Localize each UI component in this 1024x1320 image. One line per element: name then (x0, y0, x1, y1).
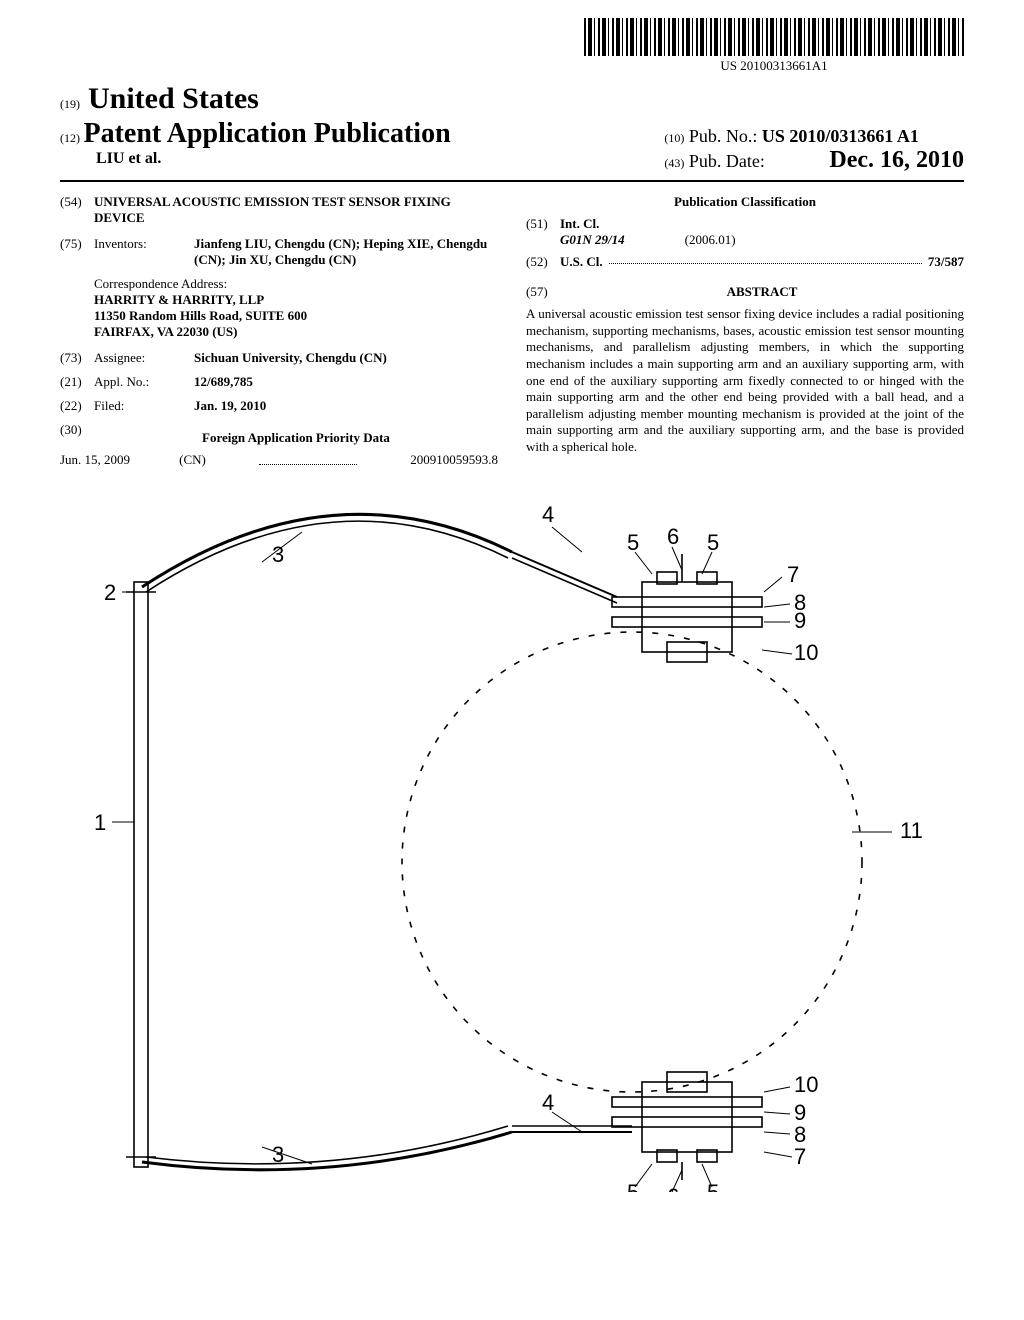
corr-line1: HARRITY & HARRITY, LLP (94, 292, 498, 308)
assignee: Sichuan University, Chengdu (CN) (194, 350, 498, 366)
country-code: (19) (60, 97, 80, 112)
assignee-code: (73) (60, 350, 94, 366)
left-column: (54) UNIVERSAL ACOUSTIC EMISSION TEST SE… (60, 194, 498, 468)
pub-no: US 2010/0313661 A1 (762, 126, 919, 146)
fig-label-10-top: 10 (794, 640, 818, 665)
pub-date-label: Pub. Date: (689, 151, 765, 171)
foreign-country: (CN) (179, 452, 206, 468)
pub-date-code: (43) (664, 156, 684, 170)
fig-label-9-top: 9 (794, 608, 806, 633)
barcode-block: US 20100313661A1 (584, 18, 964, 74)
fig-label-10-bot: 10 (794, 1072, 818, 1097)
divider (60, 180, 964, 182)
dots-icon (609, 254, 922, 264)
abstract-code: (57) (526, 284, 560, 300)
corr-line3: FAIRFAX, VA 22030 (US) (94, 324, 498, 340)
invention-title: UNIVERSAL ACOUSTIC EMISSION TEST SENSOR … (94, 194, 498, 226)
patent-figure: 1 2 3 3 4 4 5 5 6 7 8 9 10 11 5 5 6 7 8 … (72, 492, 952, 1192)
fig-label-1: 1 (94, 810, 106, 835)
intcl-code: (51) (526, 216, 560, 248)
fig-label-4-top: 4 (542, 502, 554, 527)
dots-icon (259, 452, 357, 465)
inventors-label: Inventors: (94, 236, 194, 268)
pub-no-code: (10) (664, 131, 684, 145)
foreign-title: Foreign Application Priority Data (94, 430, 498, 446)
fig-label-7-bot: 7 (794, 1144, 806, 1169)
abstract-text: A universal acoustic emission test senso… (526, 306, 964, 456)
fig-label-7-top: 7 (787, 562, 799, 587)
authors-line: LIU et al. (96, 150, 451, 168)
foreign-code: (30) (60, 422, 94, 452)
appl-no: 12/689,785 (194, 374, 498, 390)
intcl-label: Int. Cl. (560, 216, 964, 232)
filed-code: (22) (60, 398, 94, 414)
fig-label-3-bottom: 3 (272, 1142, 284, 1167)
header: (19) United States (12) Patent Applicati… (60, 82, 964, 174)
pub-no-label: Pub. No.: (689, 126, 758, 146)
right-column: Publication Classification (51) Int. Cl.… (526, 194, 964, 468)
barcode-text: US 20100313661A1 (584, 58, 964, 74)
fig-label-5a-bot: 5 (627, 1180, 639, 1192)
country: United States (88, 82, 259, 116)
assignee-label: Assignee: (94, 350, 194, 366)
pub-type-code: (12) (60, 131, 80, 145)
assignee-text: Sichuan University, Chengdu (CN) (194, 350, 387, 365)
filed-label: Filed: (94, 398, 194, 414)
fig-label-2: 2 (104, 580, 116, 605)
fig-label-3-top: 3 (272, 542, 284, 567)
classification-title: Publication Classification (526, 194, 964, 210)
fig-label-4-bottom: 4 (542, 1090, 554, 1115)
inventors-code: (75) (60, 236, 94, 268)
fig-label-5a-top: 5 (627, 530, 639, 555)
fig-label-9-bot: 9 (794, 1100, 806, 1125)
figure-area: 1 2 3 3 4 4 5 5 6 7 8 9 10 11 5 5 6 7 8 … (60, 492, 964, 1192)
inventors-text: Jianfeng LIU, Chengdu (CN); Heping XIE, … (194, 236, 487, 267)
uscl-val: 73/587 (928, 254, 964, 270)
corr-line2: 11350 Random Hills Road, SUITE 600 (94, 308, 498, 324)
title-code: (54) (60, 194, 94, 226)
bibliographic-columns: (54) UNIVERSAL ACOUSTIC EMISSION TEST SE… (60, 194, 964, 468)
uscl-label: U.S. Cl. (560, 254, 603, 270)
inventors: Jianfeng LIU, Chengdu (CN); Heping XIE, … (194, 236, 498, 268)
corr-label: Correspondence Address: (94, 276, 498, 292)
fig-label-8-bot: 8 (794, 1122, 806, 1147)
uscl-code: (52) (526, 254, 560, 270)
fig-label-11: 11 (900, 818, 923, 843)
fig-label-5b-top: 5 (707, 530, 719, 555)
fig-label-5b-bot: 5 (707, 1180, 719, 1192)
abstract-title: ABSTRACT (560, 284, 964, 300)
fig-label-6-bot: 6 (667, 1184, 679, 1192)
foreign-date: Jun. 15, 2009 (60, 452, 130, 468)
intcl-class: G01N 29/14 (560, 232, 625, 248)
filed-date: Jan. 19, 2010 (194, 398, 498, 414)
barcode-icon (584, 18, 964, 56)
intcl-year: (2006.01) (685, 232, 736, 248)
pub-date: Dec. 16, 2010 (829, 147, 964, 173)
fig-label-6-top: 6 (667, 524, 679, 549)
foreign-no: 200910059593.8 (410, 452, 498, 468)
appl-label: Appl. No.: (94, 374, 194, 390)
appl-code: (21) (60, 374, 94, 390)
pub-type: Patent Application Publication (84, 118, 451, 149)
